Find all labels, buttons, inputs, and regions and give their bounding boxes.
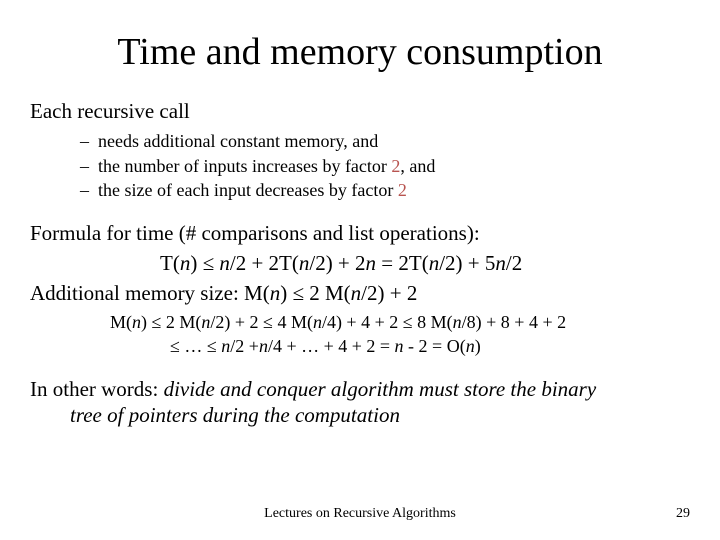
t: ) — [475, 336, 481, 356]
t: … — [180, 336, 207, 356]
t: /2) + 2 — [361, 281, 417, 305]
t: /4) + 4 + 2 — [322, 312, 403, 332]
bullet-2-text-a: the number of inputs increases by factor — [98, 156, 391, 176]
bullet-3-text-a: the size of each input decreases by fact… — [98, 180, 398, 200]
t: /2 — [506, 251, 522, 275]
n: n — [270, 281, 281, 305]
bullet-2: the number of inputs increases by factor… — [80, 155, 690, 178]
formula-time: T(n) ≤ n/2 + 2T(n/2) + 2n = 2T(n/2) + 5n… — [160, 250, 690, 276]
t: /2 + 2T( — [230, 251, 299, 275]
t: T( — [160, 251, 180, 275]
n: n — [351, 281, 362, 305]
t: /2) + 2 — [210, 312, 263, 332]
page-number: 29 — [676, 506, 690, 522]
n: n — [395, 336, 404, 356]
t: /2) + 2 — [309, 251, 365, 275]
t: 4 M( — [273, 312, 313, 332]
t: Additional memory size: M( — [30, 281, 270, 305]
intro-line: Each recursive call — [30, 98, 690, 124]
bullet-3: the size of each input decreases by fact… — [80, 179, 690, 202]
le-symbol: ≤ — [170, 336, 180, 356]
closing-line-2: tree of pointers during the computation — [70, 402, 690, 428]
body: Each recursive call needs additional con… — [30, 98, 690, 428]
le-symbol: ≤ — [207, 336, 217, 356]
t: /2) + 5 — [439, 251, 495, 275]
slide-title: Time and memory consumption — [30, 30, 690, 74]
t: /2 + — [230, 336, 259, 356]
closing-italic-1: divide and conquer algorithm must store … — [164, 377, 597, 401]
n: n — [299, 251, 310, 275]
n: n — [313, 312, 322, 332]
closing-line-1: In other words: divide and conquer algor… — [30, 376, 690, 402]
bullet-1: needs additional constant memory, and — [80, 130, 690, 153]
n: n — [180, 251, 191, 275]
t: /4 + … + 4 + 2 = — [268, 336, 395, 356]
t: ) — [190, 251, 202, 275]
bullet-2-text-c: , and — [400, 156, 435, 176]
t: 2 M( — [304, 281, 351, 305]
t: ) — [141, 312, 152, 332]
n: n — [495, 251, 506, 275]
slide: Time and memory consumption Each recursi… — [0, 0, 720, 540]
n: n — [259, 336, 268, 356]
le-symbol: ≤ — [403, 312, 413, 332]
formula-intro: Formula for time (# comparisons and list… — [30, 220, 690, 246]
t: /8) + 8 + 4 + 2 — [462, 312, 566, 332]
footer-title: Lectures on Recursive Algorithms — [0, 506, 720, 522]
memory-expansion-2: ≤ … ≤ n/2 +n/4 + … + 4 + 2 = n - 2 = O(n… — [170, 335, 690, 358]
n: n — [453, 312, 462, 332]
t: 8 M( — [413, 312, 453, 332]
le-symbol: ≤ — [292, 281, 304, 305]
n: n — [366, 251, 377, 275]
formula-memory: Additional memory size: M(n) ≤ 2 M(n/2) … — [30, 280, 690, 306]
n: n — [219, 251, 230, 275]
le-symbol: ≤ — [203, 251, 215, 275]
memory-expansion-1: M(n) ≤ 2 M(n/2) + 2 ≤ 4 M(n/4) + 4 + 2 ≤… — [110, 311, 690, 334]
t: ) — [280, 281, 292, 305]
bullet-1-text: needs additional constant memory, and — [98, 131, 378, 151]
n: n — [132, 312, 141, 332]
n: n — [466, 336, 475, 356]
closing-prefix: In other words: — [30, 377, 164, 401]
t: - 2 = O( — [404, 336, 466, 356]
n: n — [221, 336, 230, 356]
le-symbol: ≤ — [263, 312, 273, 332]
le-symbol: ≤ — [152, 312, 162, 332]
t: 2 M( — [161, 312, 201, 332]
bullet-list: needs additional constant memory, and th… — [30, 130, 690, 202]
t: = 2T( — [376, 251, 429, 275]
t: M( — [110, 312, 132, 332]
bullet-3-accent: 2 — [398, 180, 407, 200]
n: n — [429, 251, 440, 275]
